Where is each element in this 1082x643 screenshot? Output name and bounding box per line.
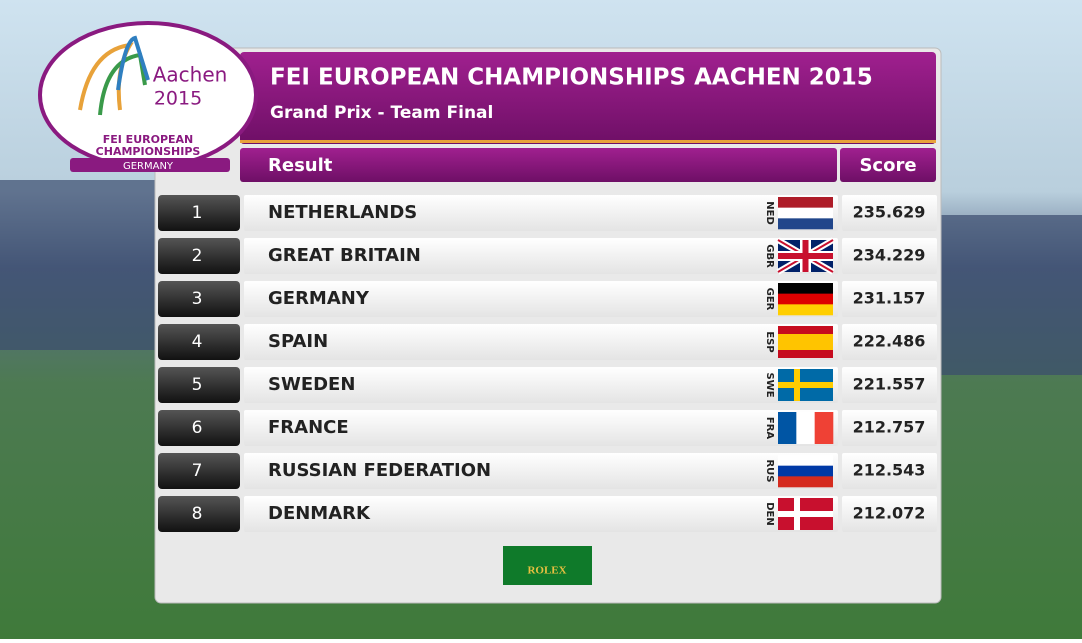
logo-text: CHAMPIONSHIPS [96,145,201,158]
country-code: SWE [764,372,775,397]
logo-country: GERMANY [123,161,174,172]
flag-part [814,412,834,444]
rank-box [158,281,240,317]
subtitle: Grand Prix - Team Final [270,103,493,123]
flag-part [778,455,833,466]
stand [940,215,1082,375]
flag-part [778,412,797,444]
score: 212.072 [853,504,926,523]
name-cell [244,195,838,231]
logo-horse [116,35,150,91]
country-code: GER [764,288,775,311]
flag-part [778,207,833,219]
team-name: NETHERLANDS [268,202,417,223]
column-header: Result [268,155,333,176]
name-cell [244,324,838,360]
score-cell [842,496,937,532]
rank: 1 [192,203,203,223]
country-code: FRA [764,417,775,440]
flag-part [778,511,833,517]
flag-part [778,197,833,208]
flag-part [778,334,833,350]
name-cell [244,367,838,403]
logo-year: 2015 [154,88,202,110]
rank: 2 [192,246,203,266]
score: 221.557 [853,375,926,394]
score: 212.543 [853,461,926,480]
country-code: NED [764,201,775,225]
score: 212.757 [853,418,926,437]
rank: 8 [192,504,203,524]
country-code: DEN [764,502,775,526]
header-stripe [240,140,936,143]
team-name: SPAIN [268,331,328,352]
rank: 7 [192,461,203,481]
team-name: RUSSIAN FEDERATION [268,460,491,481]
flag-part [778,476,833,488]
flag-part [778,253,833,259]
country-code: GBR [764,244,775,268]
sponsor-box [503,546,592,585]
column-header: Score [859,155,916,176]
rank-box [158,238,240,274]
title: FEI EUROPEAN CHAMPIONSHIPS AACHEN 2015 [270,65,873,91]
name-cell [244,410,838,446]
rank-box [158,453,240,489]
flag-part [778,293,833,305]
score-cell [842,453,937,489]
score-cell [842,195,937,231]
logo-text: FEI EUROPEAN [103,133,194,146]
rank-box [158,410,240,446]
column-bar [240,148,837,182]
score: 222.486 [853,332,926,351]
flag-part [778,218,833,230]
country-code: RUS [764,459,775,482]
team-name: DENMARK [268,503,371,524]
logo-band [70,158,230,172]
rank-box [158,367,240,403]
flag-part [778,382,833,388]
score-cell [842,281,937,317]
rank-box [158,496,240,532]
column-bar [840,148,936,182]
rank: 5 [192,375,203,395]
score: 234.229 [853,246,926,265]
score: 231.157 [853,289,926,308]
name-cell [244,453,838,489]
team-name: GERMANY [268,288,370,309]
flag-part [778,465,833,477]
rank-box [158,324,240,360]
country-code: ESP [764,331,775,352]
rows: 1 NETHERLANDS NED 235.629 2 GREAT BRITAIN GBR 2… [158,195,937,532]
rank: 6 [192,418,203,438]
stand [0,180,160,350]
flag-part [778,283,833,294]
team-name: SWEDEN [268,374,355,395]
score-cell [842,238,937,274]
score: 235.629 [853,203,926,222]
score-cell [842,324,937,360]
name-cell [244,496,838,532]
rank: 3 [192,289,203,309]
rank-box [158,195,240,231]
score-cell [842,367,937,403]
header-bar [240,52,936,144]
team-name: GREAT BRITAIN [268,245,421,266]
sponsor: ROLEX [527,565,566,577]
score-cell [842,410,937,446]
flag-part [796,412,815,444]
name-cell [244,281,838,317]
name-cell [244,238,838,274]
rank: 4 [192,332,203,352]
logo-city: Aachen [153,63,228,87]
team-name: FRANCE [268,417,349,438]
flag-part [778,304,833,316]
